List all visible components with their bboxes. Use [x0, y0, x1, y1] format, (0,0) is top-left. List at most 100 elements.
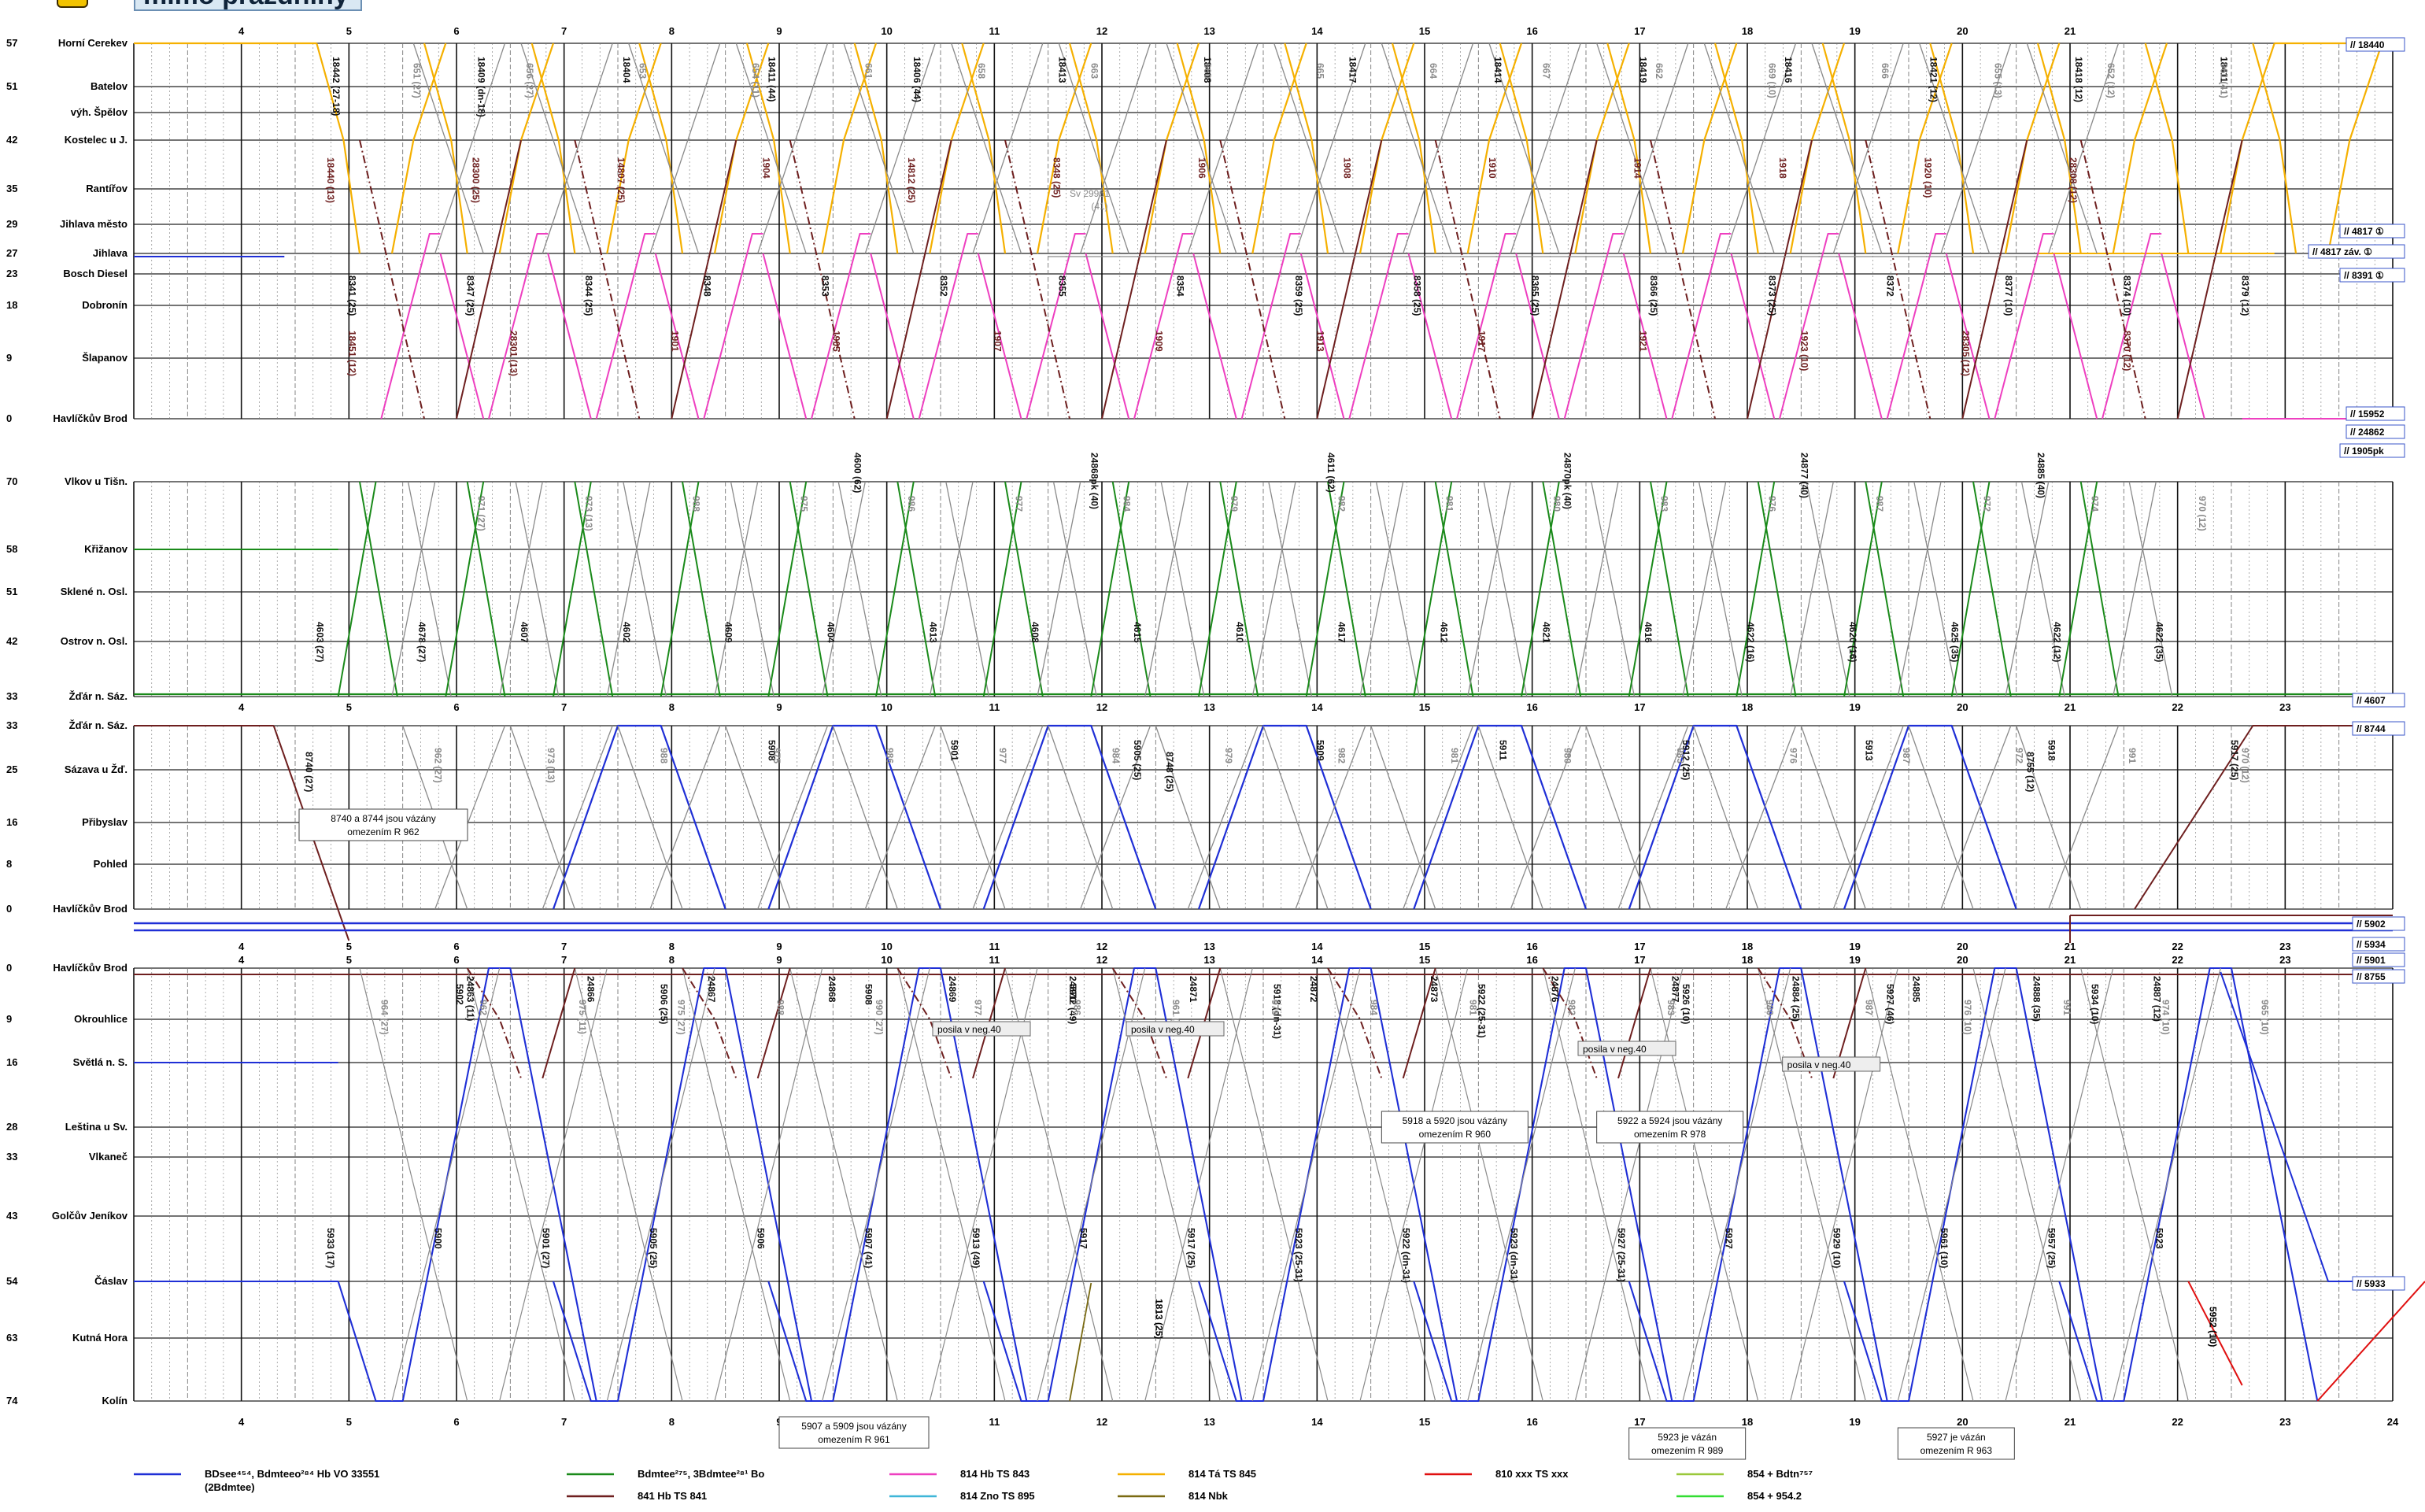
continuation-box	[2352, 1276, 2405, 1291]
train-number: 5909	[1314, 740, 1325, 761]
train-line	[467, 967, 575, 1402]
train-number: 24871	[1188, 976, 1199, 1003]
train-number: 652 (12)	[2105, 63, 2116, 98]
train-number: 4603 (27)	[314, 622, 325, 662]
train-line	[1789, 43, 1846, 254]
train-line	[1800, 725, 1866, 910]
train-line	[714, 481, 759, 697]
train-line	[1682, 967, 1791, 1402]
train-line	[1596, 43, 1668, 254]
train-number: 5927	[1724, 1228, 1735, 1249]
train-line	[821, 43, 878, 254]
train-lines-layer	[134, 42, 2425, 1403]
hour-label: 7	[561, 701, 567, 713]
continuation-box	[2346, 406, 2405, 421]
train-number: 981	[1449, 748, 1460, 763]
train-line	[2079, 139, 2146, 420]
train-number: 4620 (16)	[1847, 622, 1858, 662]
posila-box	[1577, 1041, 1676, 1056]
train-number: 983	[1675, 748, 1686, 763]
posila-box	[1126, 1021, 1225, 1037]
train-line	[1865, 481, 1905, 697]
train-number: 4604	[826, 622, 837, 643]
station-name: Jihlava	[93, 247, 128, 259]
continuation-box	[2346, 37, 2405, 52]
hour-label: 11	[989, 1416, 1000, 1428]
train-line	[1295, 43, 1366, 254]
station-km: 0	[6, 962, 12, 974]
train-number: 1904	[761, 157, 772, 179]
train-number: 18414	[1492, 57, 1503, 83]
train-number: 982	[1566, 1000, 1577, 1015]
train-number: 970 (12)	[2197, 496, 2208, 531]
train-line	[2080, 967, 2189, 1402]
train-line	[1080, 43, 1152, 254]
train-line	[617, 725, 683, 910]
train-line	[1843, 724, 2017, 910]
station-name: Kostelec u J.	[65, 134, 128, 146]
hour-label: 14	[1311, 941, 1323, 952]
train-line	[456, 139, 522, 420]
train-line	[1617, 43, 1689, 254]
train-number: 8748 (25)	[1164, 752, 1175, 792]
train-line	[439, 253, 485, 420]
station-km: 28	[6, 1121, 17, 1133]
train-line	[1327, 967, 1383, 1079]
train-line	[391, 967, 501, 1402]
logo-icon	[57, 0, 88, 8]
train-line	[390, 43, 447, 254]
train-line	[896, 481, 937, 697]
train-number: 987	[1901, 748, 1912, 763]
train-number: 987	[1863, 1000, 1874, 1015]
train-number: 984	[1111, 748, 1122, 763]
train-line	[1111, 967, 1167, 1079]
train-number: 4608	[1030, 622, 1041, 643]
train-line	[1790, 481, 1834, 697]
train-line	[977, 253, 1022, 420]
train-number: 975 (27)	[676, 1000, 687, 1035]
station-km: 42	[6, 635, 17, 647]
train-number: 653	[637, 63, 648, 79]
train-line	[1961, 139, 2028, 420]
hour-label: 4	[238, 25, 245, 37]
train-line	[1628, 724, 1802, 910]
train-number: 24867	[706, 976, 717, 1003]
hour-label: 20	[1957, 25, 1968, 37]
train-number: 8352	[938, 275, 949, 297]
station-name: Sklené n. Osl.	[61, 586, 128, 597]
train-line	[756, 967, 791, 1079]
train-number: 972	[1982, 496, 1993, 512]
train-number: 965 (10)	[2259, 1000, 2270, 1035]
train-line	[725, 725, 791, 910]
train-line	[1026, 233, 1086, 420]
train-line	[660, 481, 700, 697]
train-number: 8355	[1056, 275, 1067, 297]
train-line	[1370, 725, 1436, 910]
continuation-box	[2339, 268, 2405, 283]
train-line	[1166, 43, 1237, 254]
station-km: 29	[6, 218, 17, 230]
train-line	[445, 481, 485, 697]
train-number: 4621	[1540, 622, 1551, 643]
station-km: 23	[6, 268, 17, 279]
train-number: 24868	[826, 976, 837, 1003]
train-number: 975	[771, 748, 782, 763]
train-line	[757, 43, 829, 254]
train-number: 962	[478, 1000, 489, 1015]
train-number: 24863 (11)	[465, 976, 476, 1021]
train-number: 973 (13)	[583, 496, 594, 531]
train-line	[2020, 481, 2065, 697]
hour-label: 15	[1419, 941, 1430, 952]
train-line	[682, 967, 791, 1402]
train-number: 1905	[830, 331, 841, 352]
train-number: 5913 (49)	[970, 1228, 981, 1268]
train-number: 975	[798, 496, 809, 512]
train-line	[2053, 253, 2098, 420]
train-number: 8755 (12)	[2024, 752, 2035, 792]
train-line	[1273, 43, 1345, 254]
train-number: 655 (13)	[1992, 63, 2003, 98]
hour-label: 9	[776, 25, 782, 37]
note-box	[778, 1416, 930, 1449]
hour-label: 22	[2172, 1416, 2183, 1428]
train-line	[1703, 43, 1775, 254]
